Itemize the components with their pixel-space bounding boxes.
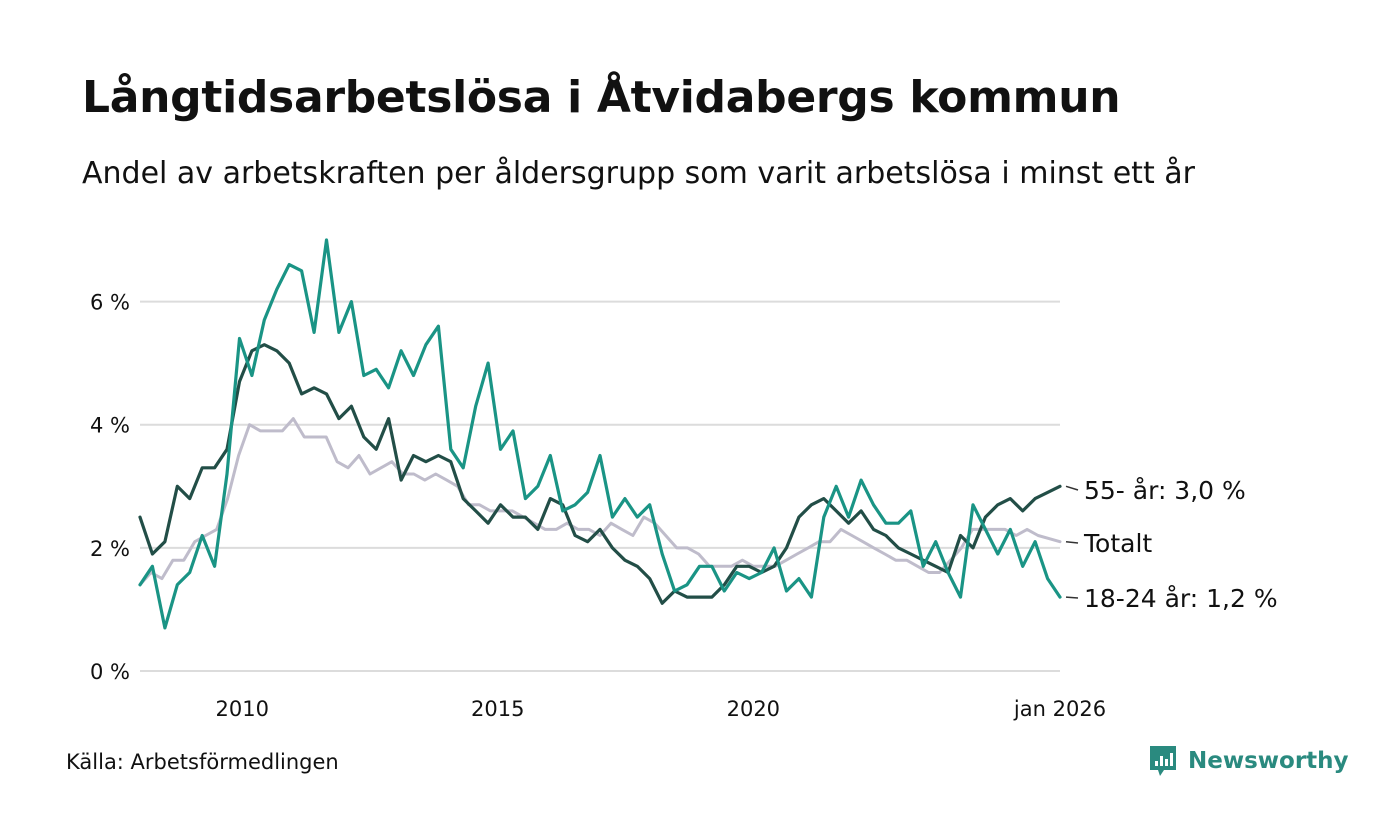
x-tick-label: 2020 (727, 697, 780, 721)
brand-name: Newsworthy (1188, 748, 1349, 774)
series-line-older (138, 343, 1062, 605)
end-label-total: Totalt (1083, 529, 1152, 558)
series-line-young (138, 238, 1062, 630)
end-label-young: 18-24 år: 1,2 % (1084, 584, 1278, 613)
line-layer (138, 238, 1062, 630)
chart-subtitle: Andel av arbetskraften per åldersgrupp s… (82, 156, 1195, 191)
label-layer: Totalt 55- år: 3,0 % 18-24 år: 1,2 % (1065, 476, 1278, 613)
grid-layer (140, 300, 1060, 672)
chart-title: Långtidsarbetslösa i Åtvidabergs kommun (82, 72, 1121, 123)
source-note: Källa: Arbetsförmedlingen (66, 750, 339, 774)
end-label-older: 55- år: 3,0 % (1084, 476, 1246, 505)
newsworthy-logo-icon (1150, 746, 1176, 776)
end-label-leader-total (1065, 540, 1079, 544)
series-line-total (138, 417, 1062, 587)
brand[interactable]: Newsworthy (1148, 744, 1349, 778)
x-tick-label: 2010 (215, 697, 268, 721)
axis-layer: 0 % 2 % 4 % 6 % 2010 2015 2020 jan 2026 (90, 291, 1106, 721)
end-label-leader-young (1065, 596, 1079, 599)
y-tick-label: 2 % (90, 537, 130, 561)
y-tick-label: 4 % (90, 414, 130, 438)
end-label-leader-older (1065, 485, 1079, 491)
x-tick-label: 2015 (471, 697, 524, 721)
x-tick-label: jan 2026 (1013, 697, 1106, 721)
y-tick-label: 6 % (90, 291, 130, 315)
y-tick-label: 0 % (90, 660, 130, 684)
